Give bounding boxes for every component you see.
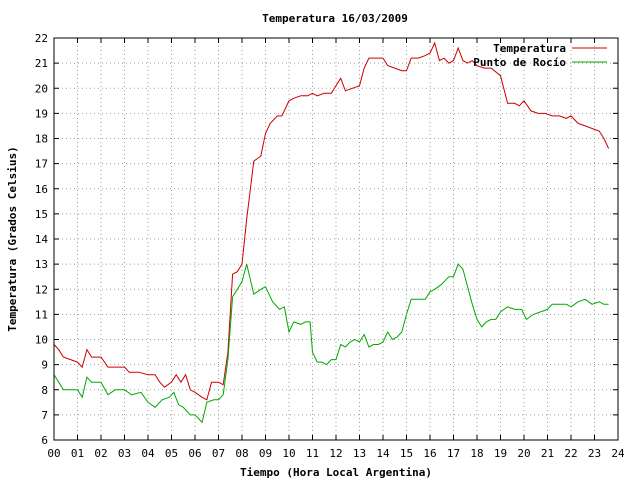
y-tick-labels: 6 7 8 9 10 11 12 13 14 15 16 17 18 19 20 21 22 — [35, 32, 49, 447]
series-line — [53, 41, 610, 401]
x-tick-labels: 00 01 02 03 04 05 06 07 08 09 10 11 12 13 14 15 16 17 18 19… — [47, 447, 625, 460]
x-tick-label: 08 — [235, 447, 248, 460]
x-tick-label: 06 — [188, 447, 201, 460]
y-tick-label: 6 — [41, 434, 48, 447]
x-tick-label: 19 — [494, 447, 507, 460]
x-tick-label: 17 — [447, 447, 460, 460]
y-tick-label: 16 — [35, 183, 48, 196]
x-tick-label: 09 — [259, 447, 272, 460]
x-tick-label: 21 — [541, 447, 554, 460]
x-tick-label: 03 — [118, 447, 131, 460]
x-tick-label: 13 — [353, 447, 366, 460]
x-tick-label: 18 — [470, 447, 483, 460]
y-tick-label: 17 — [35, 158, 48, 171]
x-tick-label: 12 — [329, 447, 342, 460]
x-tick-label: 14 — [376, 447, 390, 460]
y-tick-label: 15 — [35, 208, 48, 221]
grid — [54, 38, 618, 440]
legend-label: Punto de Rocío — [473, 56, 566, 69]
y-tick-label: 19 — [35, 107, 48, 120]
x-tick-label: 07 — [212, 447, 225, 460]
y-axis-label: Temperatura (Grados Celsius) — [6, 146, 19, 331]
x-tick-label: 24 — [611, 447, 625, 460]
x-tick-label: 16 — [423, 447, 436, 460]
y-tick-label: 14 — [35, 233, 49, 246]
y-tick-label: 18 — [35, 133, 48, 146]
y-tick-label: 10 — [35, 334, 48, 347]
y-tick-label: 11 — [35, 308, 48, 321]
series-line — [53, 263, 609, 424]
legend-label: Temperatura — [493, 42, 566, 55]
x-tick-label: 15 — [400, 447, 413, 460]
ticks — [53, 37, 619, 441]
x-axis-label: Tiempo (Hora Local Argentina) — [240, 466, 432, 479]
y-tick-label: 8 — [41, 384, 48, 397]
y-tick-label: 21 — [35, 57, 48, 70]
x-tick-label: 22 — [564, 447, 577, 460]
y-tick-label: 22 — [35, 32, 48, 45]
x-tick-label: 00 — [47, 447, 60, 460]
x-tick-label: 01 — [71, 447, 84, 460]
series-layer — [53, 41, 610, 424]
y-tick-label: 12 — [35, 283, 48, 296]
y-tick-label: 9 — [41, 359, 48, 372]
y-tick-label: 20 — [35, 82, 48, 95]
x-tick-label: 11 — [306, 447, 319, 460]
x-tick-label: 05 — [165, 447, 178, 460]
x-tick-label: 04 — [141, 447, 155, 460]
x-tick-label: 02 — [94, 447, 107, 460]
x-tick-label: 20 — [517, 447, 530, 460]
y-tick-label: 7 — [41, 409, 48, 422]
chart-title: Temperatura 16/03/2009 — [262, 12, 408, 25]
x-tick-label: 23 — [588, 447, 601, 460]
x-tick-label: 10 — [282, 447, 295, 460]
y-tick-label: 13 — [35, 258, 48, 271]
